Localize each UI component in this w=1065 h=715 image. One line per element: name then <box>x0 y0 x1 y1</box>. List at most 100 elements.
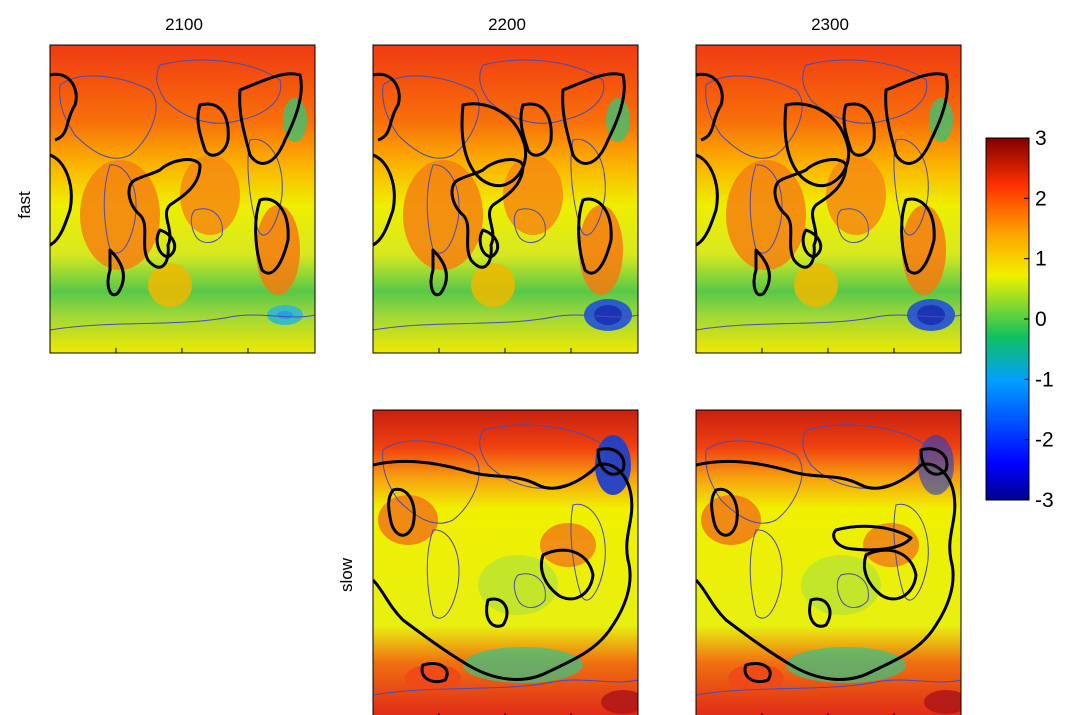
contour-line <box>577 197 613 275</box>
cold-spot-core <box>277 311 293 319</box>
contour-line <box>743 662 772 684</box>
contour-line <box>429 248 448 297</box>
coastline <box>50 314 315 331</box>
panel-frame <box>695 409 962 715</box>
column-title-2300: 2300 <box>811 15 849 34</box>
contour-line <box>460 102 528 188</box>
coastline <box>156 59 282 124</box>
cool-patch <box>463 647 583 683</box>
coastline <box>570 503 606 601</box>
contour-line <box>420 662 449 684</box>
contour-line <box>127 158 202 269</box>
panel-slow-2300 <box>695 409 962 715</box>
contour-line <box>254 197 290 275</box>
contour-line <box>478 228 500 259</box>
warm-patch <box>256 205 300 295</box>
panel-slow-2200 <box>372 409 639 715</box>
warm-patch <box>579 205 623 295</box>
contour-line <box>155 228 177 259</box>
coastline <box>513 573 546 608</box>
coastline <box>836 208 869 243</box>
colorbar-tick-label: 2 <box>1035 187 1047 210</box>
contour-line <box>196 102 230 157</box>
warm-patch <box>826 155 886 235</box>
colorbar-tick-label: -3 <box>1035 489 1054 512</box>
colorbar-tick-label: 1 <box>1035 248 1047 271</box>
coastline <box>705 75 803 159</box>
coastline <box>382 75 480 159</box>
contour-line <box>832 524 913 552</box>
coastline <box>802 59 928 124</box>
coastline <box>479 59 605 124</box>
coastline <box>696 679 961 696</box>
warm-patch <box>80 160 160 270</box>
warm-patch <box>148 263 192 307</box>
coastline <box>570 138 606 236</box>
contour-line <box>696 459 957 681</box>
coastline <box>247 138 283 236</box>
cool-patch <box>478 555 558 615</box>
contour-line <box>485 597 509 628</box>
contour-line <box>238 72 303 165</box>
warm-patch <box>902 205 946 295</box>
contour-line <box>387 487 416 537</box>
colorbar-ticks: 3 2 1 0 -1 -2 -3 <box>1024 127 1054 512</box>
warm-patch <box>403 160 483 270</box>
contour-line <box>862 548 918 601</box>
cold-spot-core <box>917 305 945 325</box>
coastline <box>426 164 460 254</box>
contour-line <box>106 248 125 297</box>
warm-patch <box>180 155 240 235</box>
coastline <box>373 679 638 696</box>
contour-line <box>519 102 553 157</box>
contour-line <box>373 72 401 142</box>
colorbar-tick-label: -2 <box>1035 429 1054 452</box>
contour-line <box>808 597 832 628</box>
contour-line <box>801 228 823 259</box>
contour-line <box>900 197 936 275</box>
row-label-slow: slow <box>337 557 356 592</box>
contour-line <box>50 153 73 247</box>
colorbar-tick-label: -1 <box>1035 368 1054 391</box>
colorbar: 3 2 1 0 -1 -2 -3 <box>985 127 1054 512</box>
panel-fast-2200 <box>372 44 639 354</box>
coastline <box>373 314 638 331</box>
column-title-2100: 2100 <box>165 15 203 34</box>
contour-line <box>842 102 876 157</box>
contour-line <box>50 72 78 142</box>
contour-line <box>752 248 771 297</box>
warm-patch <box>701 495 761 545</box>
warm-patch <box>601 690 638 714</box>
warm-patch <box>728 664 784 692</box>
coastline <box>59 75 157 159</box>
contour-line <box>710 487 739 537</box>
warm-patch <box>471 263 515 307</box>
coastline <box>749 529 783 619</box>
warm-patch <box>924 690 961 714</box>
panel-fast-2100 <box>49 44 316 354</box>
coastline <box>696 314 961 331</box>
colorbar-tick-label: 3 <box>1035 127 1047 150</box>
contour-line <box>773 158 848 269</box>
contour-line <box>596 447 626 476</box>
contour-line <box>919 447 949 476</box>
coastline <box>749 164 783 254</box>
contour-line <box>884 72 949 165</box>
coastline <box>190 208 223 243</box>
cold-spot-core <box>594 305 622 325</box>
contour-line <box>696 153 719 247</box>
coastline <box>513 208 546 243</box>
column-title-2200: 2200 <box>488 15 526 34</box>
warm-patch <box>378 495 438 545</box>
contour-line <box>783 102 851 188</box>
cool-patch <box>801 555 881 615</box>
contour-line <box>696 72 724 142</box>
contour-line <box>450 158 525 269</box>
panel-frame <box>372 409 639 715</box>
contour-line <box>373 153 396 247</box>
panel-fast-2300 <box>695 44 962 354</box>
coastline <box>426 529 460 619</box>
colorbar-tick-label: 0 <box>1035 308 1047 331</box>
row-label-fast: fast <box>15 191 34 219</box>
